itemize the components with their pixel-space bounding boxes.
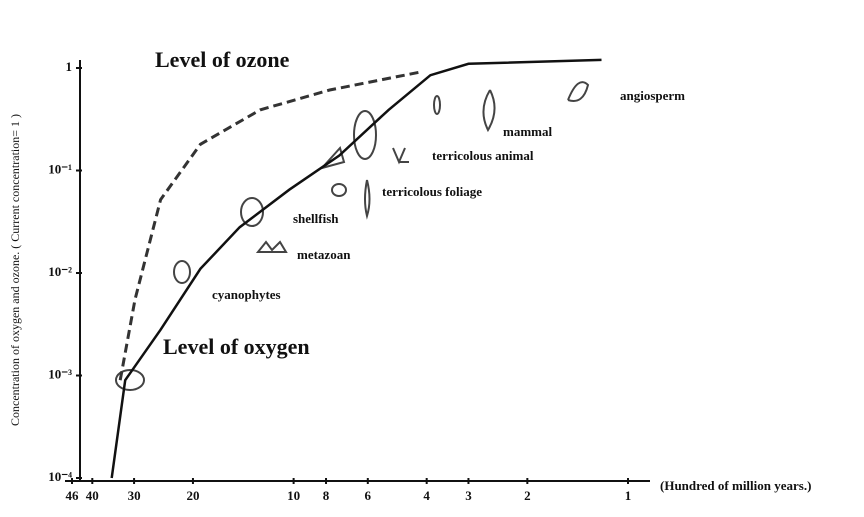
annotation: metazoan <box>297 247 351 262</box>
annotation: angiosperm <box>620 88 685 103</box>
y-tick-label: 10⁻³ <box>48 366 72 381</box>
series-name: Level of oxygen <box>163 334 310 359</box>
x-tick-label: 6 <box>365 488 372 503</box>
annotation: shellfish <box>293 211 339 226</box>
x-tick-label: 46 <box>66 488 80 503</box>
y-tick-label: 10⁻⁴ <box>48 469 72 484</box>
x-tick-label: 4 <box>423 488 430 503</box>
x-tick-label: 8 <box>323 488 330 503</box>
y-tick-label: 10⁻² <box>48 264 72 279</box>
annotation: terricolous animal <box>432 148 534 163</box>
x-axis-label: (Hundred of million years.) <box>660 478 811 493</box>
annotation: cyanophytes <box>212 287 281 302</box>
y-tick-label: 1 <box>66 59 73 74</box>
x-tick-label: 3 <box>465 488 472 503</box>
y-axis-label: Concentration of oxygen and ozone. ( Cur… <box>8 114 22 426</box>
x-tick-label: 30 <box>128 488 141 503</box>
x-tick-label: 10 <box>287 488 300 503</box>
series-name: Level of ozone <box>155 47 290 72</box>
annotation: terricolous foliage <box>382 184 482 199</box>
y-tick-label: 10⁻¹ <box>48 161 72 176</box>
x-tick-label: 20 <box>186 488 199 503</box>
organism-icons <box>115 81 590 391</box>
x-tick-label: 40 <box>86 488 99 503</box>
x-tick-label: 2 <box>524 488 531 503</box>
annotation: mammal <box>503 124 552 139</box>
series-line <box>110 58 602 479</box>
x-tick-label: 1 <box>625 488 632 503</box>
series-line <box>118 70 420 381</box>
